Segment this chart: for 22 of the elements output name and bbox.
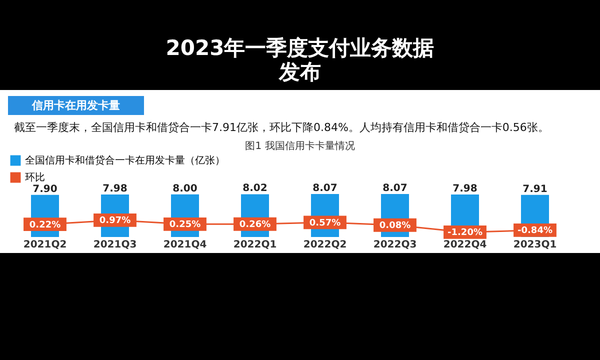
x-tick-label: 2021Q2 <box>23 240 67 250</box>
x-tick-label: 2022Q3 <box>373 240 417 250</box>
chart-subtitle: 信用卡在用发卡量 <box>8 96 144 115</box>
text: 截至一季度末，全国信用卡和借贷合一卡7.91亿张，环比下降0.84%。人均持有信用卡和借贷合一卡0.56张。 <box>13 120 550 135</box>
data-label: 7.91 <box>522 184 548 195</box>
legend-label: 环比 <box>25 172 45 184</box>
x-tick-label: 2022Q1 <box>233 240 277 250</box>
x-tick-label: 2023Q1 <box>513 240 557 250</box>
x-tick-label: 2022Q2 <box>303 240 347 250</box>
data-label: 7.98 <box>102 183 128 194</box>
caption: 图1 我国信用卡卡量情况 <box>244 140 356 153</box>
data-label: 7.90 <box>32 184 58 195</box>
data-label: 8.07 <box>312 182 338 194</box>
x-tick-label: 2021Q4 <box>163 240 207 250</box>
x-tick-label: 2022Q4 <box>443 240 487 250</box>
chart-title: 2023年一季度支付业务数据发布 <box>164 35 436 86</box>
data-label: 8.07 <box>382 182 408 194</box>
data-label: 8.00 <box>172 183 198 194</box>
legend-label: 全国信用卡和借贷合一卡在用发卡量（亿张） <box>25 154 225 166</box>
x-tick-label: 2021Q3 <box>93 240 137 250</box>
data-label: 7.98 <box>452 183 478 194</box>
data-label: 8.02 <box>242 183 268 194</box>
